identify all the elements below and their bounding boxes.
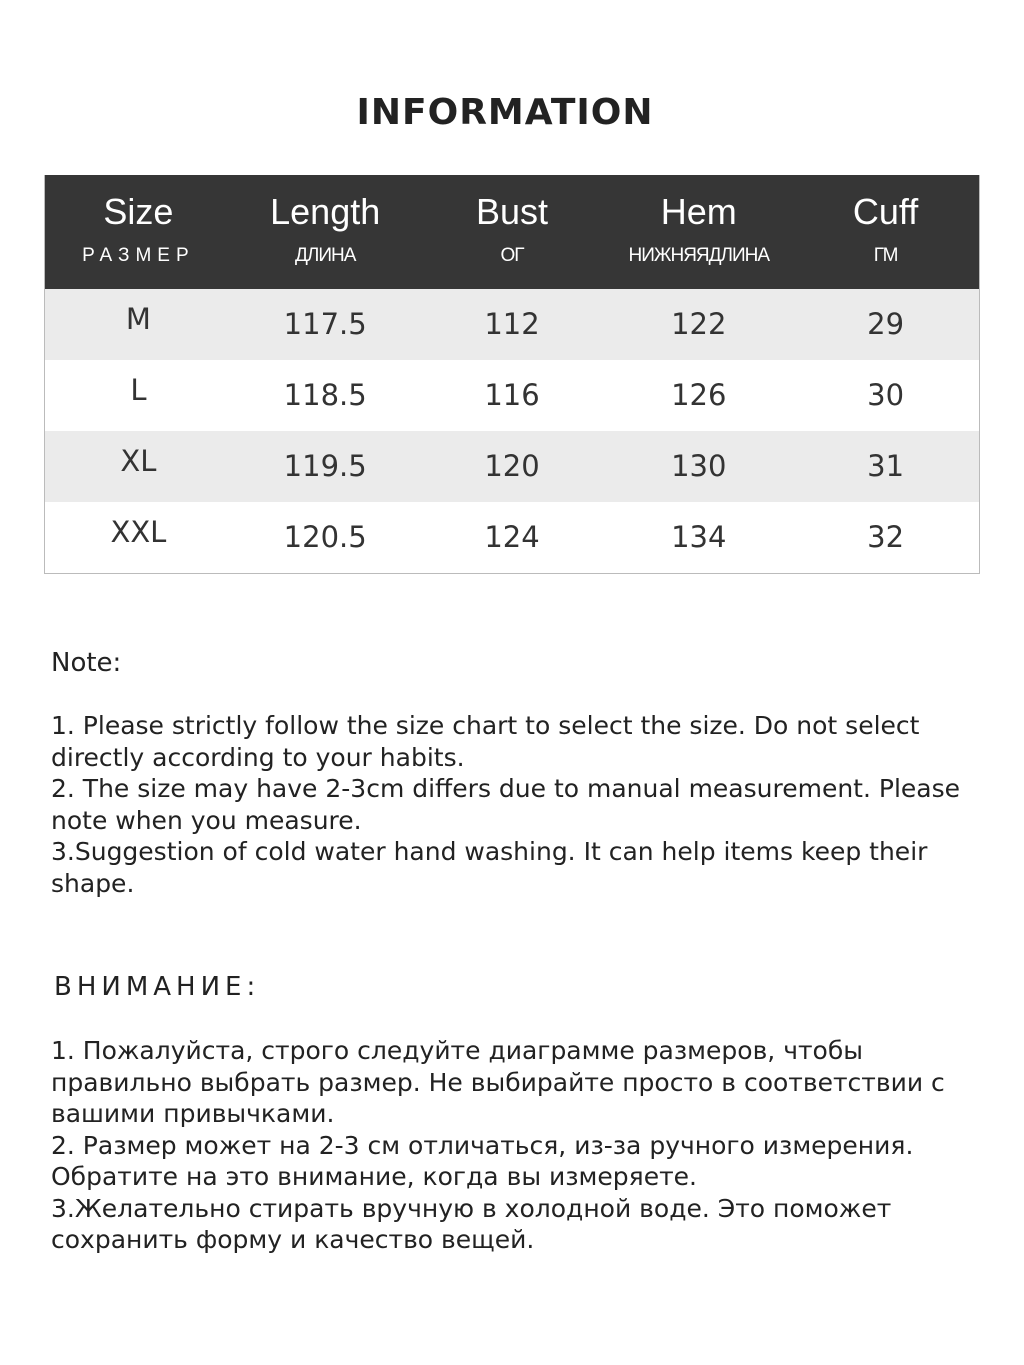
table-cell: 31 (867, 449, 905, 483)
table-cell: 130 (671, 449, 727, 483)
header-hem: Hem НИЖНЯЯДЛИНА (605, 175, 792, 289)
table-cell: 134 (671, 520, 727, 554)
header-size: Size РАЗМЕР (45, 175, 232, 289)
table-row: XXL 120.5 124 134 32 (45, 502, 979, 573)
note-en-list: 1. Please strictly follow the size chart… (51, 710, 961, 899)
table-row: XL 119.5 120 130 31 (45, 431, 979, 502)
table-cell: 116 (484, 378, 540, 412)
header-en: Size (103, 191, 174, 232)
header-en: Bust (475, 191, 549, 232)
table-row: M 117.5 112 122 29 (45, 289, 979, 360)
table-row: L 118.5 116 126 30 (45, 360, 979, 431)
note-item: 2. The size may have 2-3cm differs due t… (51, 774, 961, 835)
table-cell: 124 (484, 520, 540, 554)
note-item: 1. Please strictly follow the size chart… (51, 711, 920, 772)
table-cell: XL (120, 444, 157, 478)
table-cell: XXL (110, 515, 167, 549)
header-ru: ОГ (500, 245, 524, 266)
table-cell: 30 (867, 378, 905, 412)
page-title: INFORMATION (356, 92, 654, 133)
table-cell: 32 (867, 520, 905, 554)
table-header: Size РАЗМЕР Length ДЛИНА Bust ОГ Hem НИЖНЯЯД… (45, 175, 979, 289)
note-item: 3.Suggestion of cold water hand washing.… (51, 837, 928, 898)
header-bust: Bust ОГ (419, 175, 606, 289)
table-cell: 122 (671, 307, 727, 341)
note-item: 3.Желательно стирать вручную в холодной … (51, 1193, 892, 1255)
table-cell: L (130, 373, 147, 407)
note-ru-list: 1. Пожалуйста, строго следуйте диаграмме… (51, 1035, 961, 1256)
note-ru-heading: ВНИМАНИЕ: (54, 972, 261, 1002)
header-en: Length (270, 191, 381, 232)
table-cell: 119.5 (283, 449, 367, 483)
table-cell: 126 (671, 378, 727, 412)
table-cell: 120.5 (283, 520, 367, 554)
table-cell: 112 (484, 307, 540, 341)
note-item: 1. Пожалуйста, строго следуйте диаграмме… (51, 1036, 945, 1128)
size-table: Size РАЗМЕР Length ДЛИНА Bust ОГ Hem НИЖНЯЯД… (44, 175, 980, 574)
note-item: 2. Размер может на 2-3 см отличаться, из… (51, 1130, 914, 1192)
table-cell: 117.5 (283, 307, 367, 341)
header-en: Hem (660, 191, 737, 232)
table-cell: 120 (484, 449, 540, 483)
table-body: M 117.5 112 122 29 L 118.5 116 126 30 XL 119.5 120 13… (45, 289, 979, 573)
note-heading: Note: (51, 648, 122, 678)
header-ru: ГМ (873, 245, 899, 266)
table-cell: 29 (867, 307, 905, 341)
header-ru: ДЛИНА (295, 245, 356, 266)
header-cuff: Cuff ГМ (792, 175, 979, 289)
table-cell: 118.5 (283, 378, 367, 412)
header-en: Cuff (852, 191, 919, 232)
header-ru: РАЗМЕР (82, 245, 195, 266)
header-ru: НИЖНЯЯДЛИНА (628, 245, 770, 266)
header-length: Length ДЛИНА (232, 175, 419, 289)
table-cell: M (125, 302, 151, 336)
